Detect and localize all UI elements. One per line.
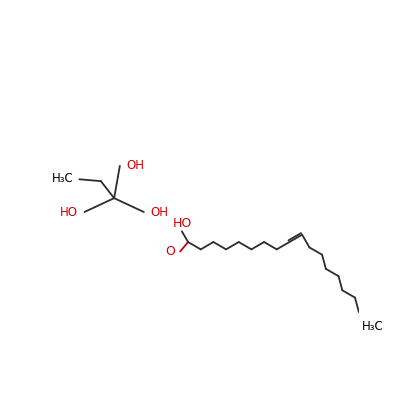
Text: HO: HO [60,206,78,219]
Text: HO: HO [173,217,192,230]
Text: H₃C: H₃C [52,172,74,185]
Text: O: O [166,245,176,258]
Text: OH: OH [126,159,144,172]
Text: OH: OH [151,206,169,219]
Text: H₃C: H₃C [362,320,384,333]
